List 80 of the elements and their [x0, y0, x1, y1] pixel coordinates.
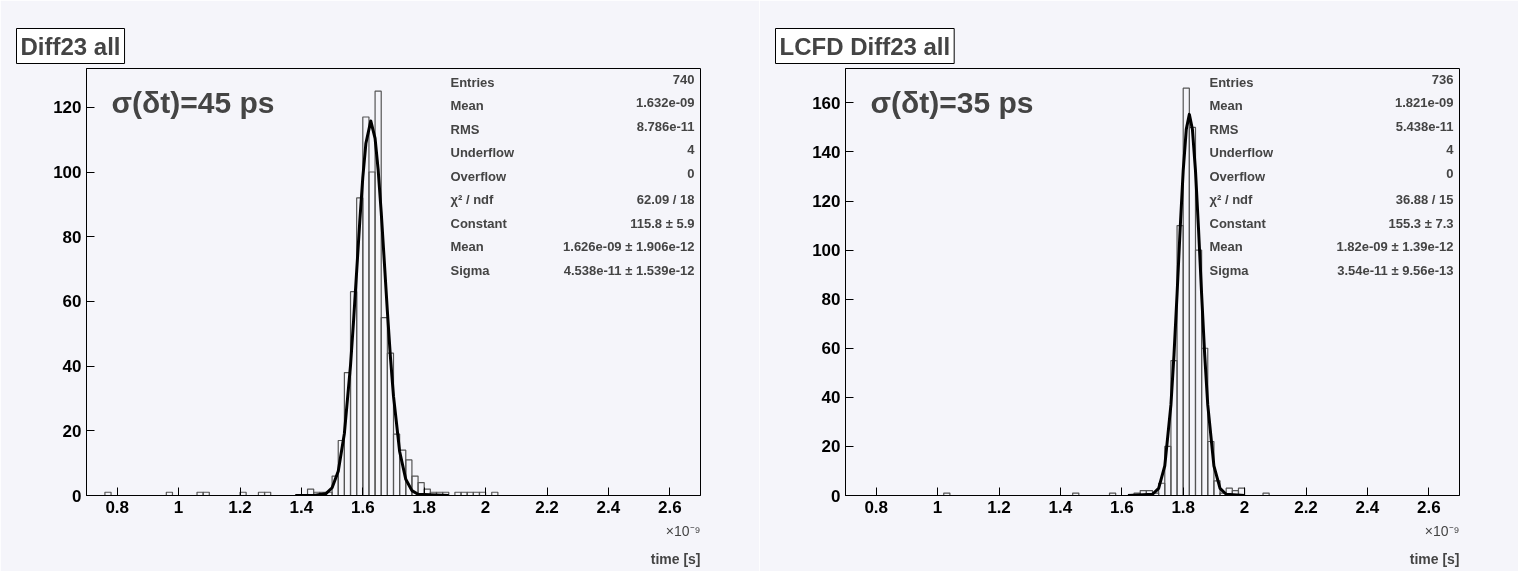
- x-tick-label: 2.2: [1294, 497, 1318, 517]
- y-tick-label: 160: [812, 93, 841, 113]
- x-tick-label: 1.6: [1109, 497, 1134, 517]
- annotation: Overflow: [1209, 168, 1267, 184]
- annotation: 740: [672, 71, 695, 87]
- chart-title: LCFD Diff23 all: [779, 32, 951, 60]
- annotation: 0: [1446, 165, 1454, 181]
- y-tick-label: 120: [53, 98, 82, 118]
- y-tick-label: 80: [62, 227, 82, 247]
- annotation: 5.438e-11: [1395, 118, 1454, 134]
- annotation: 1.821e-09: [1394, 95, 1454, 111]
- annotation: RMS: [450, 121, 480, 137]
- y-tick-label: 60: [821, 339, 841, 359]
- annotation: σ(δt)=45 ps: [111, 85, 275, 119]
- y-tick-label: 40: [62, 357, 82, 377]
- annotation: σ(δt)=35 ps: [870, 85, 1034, 119]
- annotation: 4: [1446, 142, 1455, 158]
- annotation: Mean: [1209, 98, 1243, 114]
- x-tick-label: 0.8: [864, 497, 889, 517]
- x-tick-label: 1: [932, 497, 943, 517]
- text: ×10⁻⁹: [665, 522, 701, 539]
- y-tick-label: 100: [812, 241, 841, 261]
- annotation: 1.632e-09: [635, 95, 695, 111]
- y-tick-label: 80: [821, 290, 841, 310]
- annotation: Constant: [450, 215, 508, 231]
- x-tick-label: 2.2: [535, 497, 559, 517]
- x-tick-label: 1.6: [350, 497, 375, 517]
- annotation: 0: [687, 165, 695, 181]
- y-tick-label: 120: [812, 192, 841, 212]
- y-tick-label: 100: [53, 163, 82, 183]
- x-tick-label: 2.6: [657, 497, 682, 517]
- annotation: 4: [687, 142, 696, 158]
- annotation: χ² / ndf: [1209, 192, 1254, 208]
- y-tick-label: 0: [72, 486, 82, 506]
- x-tick-label: 2.6: [1416, 497, 1441, 517]
- annotation: 36.88 / 15: [1395, 192, 1454, 208]
- annotation: Underflow: [450, 145, 515, 161]
- annotation: Sigma: [450, 262, 491, 278]
- annotation: 115.8 ± 5.9: [630, 215, 695, 231]
- annotation: 4.538e-11 ± 1.539e-12: [563, 262, 695, 278]
- annotation: RMS: [1209, 121, 1239, 137]
- annotation: Entries: [1209, 74, 1254, 90]
- x-tick-label: 1.4: [289, 497, 314, 517]
- annotation: Mean: [450, 98, 484, 114]
- chart-title: Diff23 all: [20, 32, 121, 60]
- text: ×10⁻⁹: [1424, 522, 1460, 539]
- x-tick-label: 2.4: [1355, 497, 1380, 517]
- annotation: Entries: [450, 74, 495, 90]
- annotation: 736: [1431, 71, 1454, 87]
- x-tick-label: 1: [173, 497, 184, 517]
- annotation: χ² / ndf: [450, 192, 495, 208]
- y-tick-label: 60: [62, 292, 82, 312]
- annotation: 1.626e-09 ± 1.906e-12: [563, 239, 695, 255]
- x-tick-label: 1.2: [987, 497, 1011, 517]
- annotation: 62.09 / 18: [636, 192, 695, 208]
- annotation: Constant: [1209, 215, 1267, 231]
- annotation: Mean: [1209, 239, 1243, 255]
- x-tick-label: 0.8: [105, 497, 130, 517]
- annotation: 3.54e-11 ± 9.56e-13: [1337, 262, 1454, 278]
- x-axis-title: time [s]: [1409, 550, 1460, 567]
- y-tick-label: 40: [821, 388, 841, 408]
- x-tick-label: 2: [1239, 497, 1250, 517]
- y-tick-label: 20: [62, 421, 82, 441]
- x-tick-label: 1.8: [412, 497, 437, 517]
- y-tick-label: 140: [812, 142, 841, 162]
- x-tick-label: 2.4: [596, 497, 621, 517]
- x-tick-label: 1.8: [1171, 497, 1196, 517]
- x-tick-label: 1.2: [228, 497, 252, 517]
- annotation: Overflow: [450, 168, 508, 184]
- annotation: 8.786e-11: [636, 118, 695, 134]
- y-tick-label: 0: [831, 486, 841, 506]
- y-tick-label: 20: [821, 437, 841, 457]
- annotation: 155.3 ± 7.3: [1388, 215, 1454, 231]
- annotation: 1.82e-09 ± 1.39e-12: [1336, 239, 1454, 255]
- annotation: Mean: [450, 239, 484, 255]
- x-axis-title: time [s]: [650, 550, 701, 567]
- annotation: Sigma: [1209, 262, 1250, 278]
- annotation: Underflow: [1209, 145, 1274, 161]
- x-tick-label: 1.4: [1048, 497, 1073, 517]
- x-tick-label: 2: [480, 497, 491, 517]
